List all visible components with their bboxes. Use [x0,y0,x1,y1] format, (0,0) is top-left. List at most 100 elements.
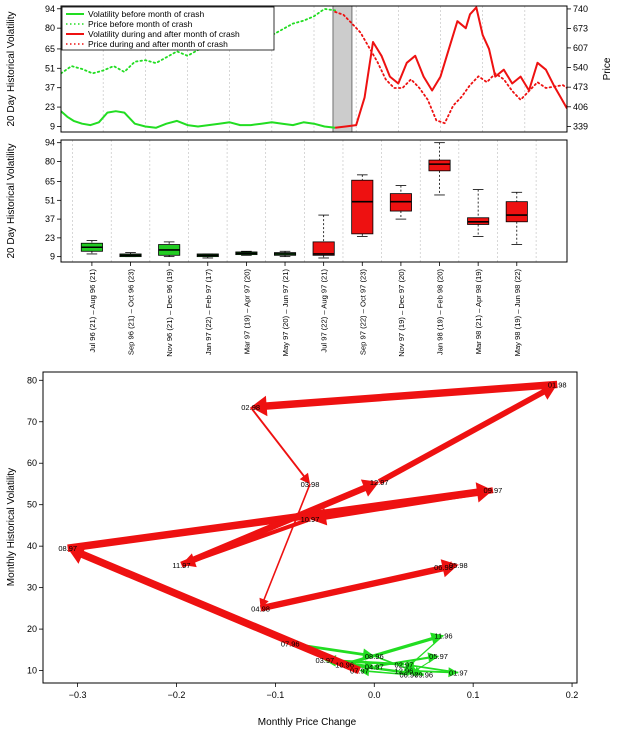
arrow-shaft [259,564,445,612]
boxplot-y-ticks: 9 23 37 51 65 80 94 [45,138,61,262]
arrow-shaft [264,380,558,410]
arrow-shaft [412,664,459,674]
point-label: 12.97 [370,478,389,487]
scatter-panel: 07.96 08.96 09.96 10.96 11.96 12.96 01.97 02.97… [6,371,579,728]
point-label: 12.96 [395,667,414,676]
legend-box [61,6,275,51]
point-label: 05.98 [449,561,468,570]
arrow-head [299,472,310,484]
arrow-shaft [323,487,494,520]
box-x-tick-label: Sep 97 (22) – Oct 97 (23) [358,269,367,356]
point-label: 06.97 [399,671,418,680]
boxplot-x-ticks: Jul 96 (21) – Aug 96 (21) Sep 96 (21) – O… [88,262,522,357]
boxplot-gridlines [72,140,537,262]
point-label: 01.98 [548,380,567,389]
crash-month-band [332,5,353,133]
point-label: 08.96 [365,652,384,661]
box-body [505,201,528,223]
boxplot-panel: 9 23 37 51 65 80 94 Jul 96 (21) – Aug 96 (21) S… [6,138,568,357]
arrow-shaft [79,550,361,675]
box-x-tick-label: Jul 96 (21) – Aug 96 (21) [88,269,97,353]
box-x-tick-label: Sep 96 (21) – Oct 96 (23) [127,269,136,356]
box-y-tick-label: 94 [45,138,55,148]
point-label: 02.97 [395,660,414,669]
left-tick-label: 37 [45,83,55,93]
left-axis-ticks: 9 23 37 51 65 80 94 [45,4,61,131]
scatter-x-tick-label: 0.1 [467,690,480,700]
scatter-y-tick-label: 30 [27,583,37,593]
arrow-head [443,561,453,571]
scatter-xlabel: Monthly Price Change [258,717,357,728]
series-line-2 [334,6,567,129]
point-label: 06.98 [434,563,453,572]
box-x-tick-label: Mar 97 (19) – Apr 97 (20) [242,269,251,355]
scatter-x-tick-label: −0.2 [168,690,186,700]
scatter-point-labels: 07.96 08.96 09.96 10.96 11.96 12.96 01.97 02.97… [58,380,566,679]
arrow-head [403,660,415,671]
point-label: 11.96 [434,631,452,640]
box-body [428,159,451,172]
right-tick-label: 673 [573,24,588,34]
left-tick-label: 94 [45,4,55,14]
left-tick-label: 23 [45,102,55,112]
timeseries-ylabel-right: Price [602,57,613,80]
right-axis-ticks: 339 406 473 540 607 673 740 [567,4,588,131]
scatter-x-tick-label: −0.1 [266,690,284,700]
right-tick-label: 740 [573,4,588,14]
right-tick-label: 607 [573,43,588,53]
scatter-y-tick-label: 70 [27,417,37,427]
boxplot-frame [60,139,568,263]
scatter-y-tick-label: 40 [27,541,37,551]
legend-label-vol-before: Volatility before month of crash [88,9,205,19]
arrow-shaft [249,406,306,478]
box-body [351,179,374,235]
point-label: 11.97 [172,561,190,570]
boxplot-boxes [80,142,528,259]
arrow-shaft [374,656,431,668]
box-body [312,241,335,256]
left-tick-label: 51 [45,63,55,73]
point-label: 07.96 [281,640,300,649]
box-y-tick-label: 80 [45,156,55,166]
arrow-shaft [262,483,311,602]
right-tick-label: 339 [573,121,588,131]
left-tick-label: 65 [45,44,55,54]
box-y-tick-label: 23 [45,233,55,243]
right-tick-label: 540 [573,63,588,73]
arrow-shaft [344,636,434,666]
box-x-tick-label: Nov 97 (19) – Dec 97 (20) [397,269,406,357]
scatter-x-tick-label: 0.2 [566,690,579,700]
arrow-head [427,652,439,663]
arrow-head [250,395,268,417]
point-label: 09.97 [484,486,503,495]
arrow-shaft [377,388,546,485]
box-y-tick-label: 37 [45,214,55,224]
point-label: 03.98 [301,480,320,489]
point-label: 09.96 [414,671,433,680]
arrow-shaft [414,655,439,672]
boxplot-ylabel: 20 Day Historical Volatility [6,143,17,258]
point-label: 05.97 [429,652,448,661]
right-tick-label: 473 [573,82,588,92]
point-label: 07.97 [350,667,369,676]
point-label: 10.96 [335,660,354,669]
box-x-tick-label: Nov 96 (21) – Dec 96 (19) [165,269,174,357]
timeseries-legend: Volatility before month of crash Price b… [61,6,275,51]
series-line-0 [61,110,336,129]
arrow-head [408,666,419,675]
scatter-y-tick-label: 60 [27,458,37,468]
arrow-head [430,632,444,645]
legend-label-vol-during: Volatility during and after month of cra… [88,29,240,39]
scatter-y-tick-label: 50 [27,500,37,510]
point-label: 03.97 [315,656,334,665]
box-x-tick-label: Jan 97 (22) – Feb 97 (17) [204,269,213,356]
scatter-x-tick-label: −0.3 [69,690,87,700]
timeseries-frame [60,5,568,133]
left-tick-label: 80 [45,23,55,33]
box-x-tick-label: May 97 (20) – Jun 97 (21) [281,269,290,357]
scatter-frame [42,371,578,684]
legend-label-price-before: Price before month of crash [88,19,193,29]
box-x-tick-label: Jan 98 (19) – Feb 98 (20) [436,269,445,356]
timeseries-ylabel-left: 20 Day Historical Volatility [6,11,17,126]
